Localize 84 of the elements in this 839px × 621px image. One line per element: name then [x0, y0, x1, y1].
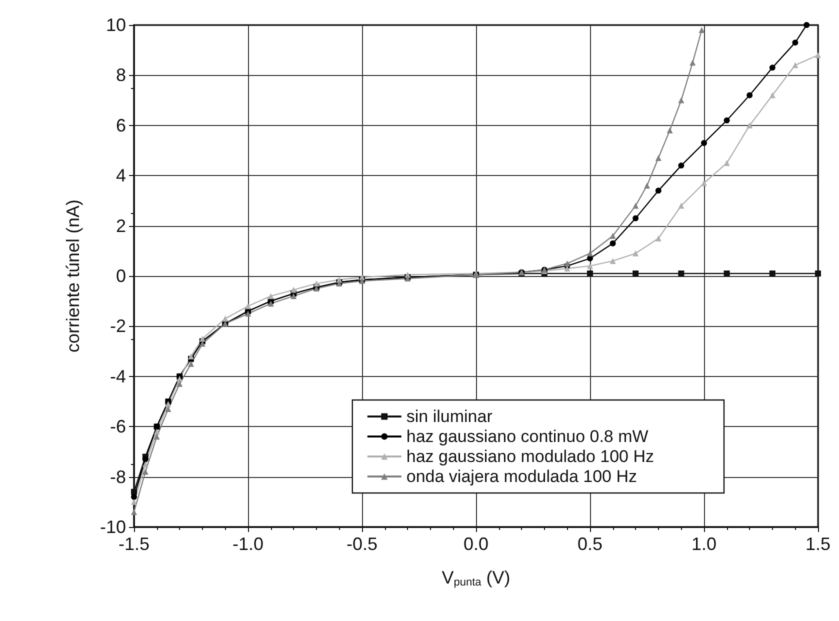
point [154, 434, 160, 440]
point [632, 215, 639, 222]
x-tick-label: -1.0 [232, 534, 264, 554]
y-tick-label: -6 [110, 416, 126, 437]
point [632, 202, 639, 209]
point [804, 22, 810, 28]
point [610, 240, 616, 246]
x-tick-label: -1.5 [118, 534, 150, 554]
point [655, 188, 662, 194]
point [769, 270, 776, 276]
point [815, 270, 821, 276]
point [746, 122, 753, 128]
point [131, 488, 137, 495]
point [587, 250, 593, 256]
point [678, 97, 684, 104]
point [131, 498, 137, 505]
point [792, 62, 798, 68]
y-tick-label: -8 [110, 466, 126, 487]
y-tick-label: 6 [116, 115, 126, 136]
point [769, 64, 776, 71]
point [690, 60, 696, 66]
point [188, 353, 194, 360]
x-tick-label: 1.5 [805, 534, 831, 554]
point [245, 303, 251, 310]
legend-label: haz gaussiano continuo 0.8 mW [406, 427, 648, 446]
point [698, 27, 705, 34]
x-tick-label: 0.5 [577, 534, 603, 554]
point [222, 316, 228, 322]
point [268, 300, 274, 307]
point [815, 52, 821, 58]
point [644, 182, 650, 189]
y-tick-label: 0 [116, 266, 126, 286]
point [666, 127, 673, 134]
point [610, 232, 616, 239]
x-tick-label: -0.5 [346, 534, 378, 554]
x-tick-label: 1.0 [691, 534, 717, 554]
point [701, 140, 707, 146]
point [290, 293, 297, 300]
point [724, 117, 730, 124]
point [632, 270, 639, 276]
y-tick-label: 4 [116, 166, 126, 186]
point [131, 494, 137, 500]
point [587, 262, 593, 269]
y-tick-label: 2 [116, 216, 126, 236]
point [564, 260, 570, 266]
point [176, 380, 183, 387]
point [165, 401, 172, 408]
point [678, 162, 684, 169]
legend-label: sin iluminar [406, 407, 493, 426]
x-tick-label: 0.0 [463, 534, 489, 554]
point [587, 270, 593, 276]
y-tick-label: 8 [116, 65, 126, 86]
point [290, 286, 297, 293]
point [769, 92, 776, 98]
legend-label: onda viajera modulada 100 Hz [406, 467, 637, 486]
point [632, 250, 639, 256]
point [165, 406, 172, 412]
point [610, 258, 616, 264]
point [746, 92, 753, 98]
point [176, 376, 183, 382]
point [142, 468, 148, 475]
point [268, 293, 274, 300]
legend-label: haz gaussiano modulado 100 Hz [406, 447, 654, 466]
point [142, 461, 148, 468]
y-axis-title: corriente túnel (nA) [63, 199, 83, 353]
y-tick-label: 10 [106, 15, 126, 35]
point [792, 40, 798, 46]
y-tick-label: -4 [110, 366, 126, 386]
point [245, 310, 251, 317]
point [678, 202, 684, 209]
point [313, 280, 320, 287]
point [701, 180, 707, 186]
y-tick-label: -2 [110, 316, 126, 336]
point [131, 508, 137, 515]
point [655, 155, 662, 162]
point [655, 235, 662, 242]
point [678, 270, 684, 276]
y-tick-label: -10 [100, 517, 126, 537]
point [142, 456, 148, 462]
point [188, 360, 194, 367]
point [154, 428, 160, 435]
point [724, 270, 730, 276]
point [199, 340, 206, 347]
point [199, 336, 206, 342]
